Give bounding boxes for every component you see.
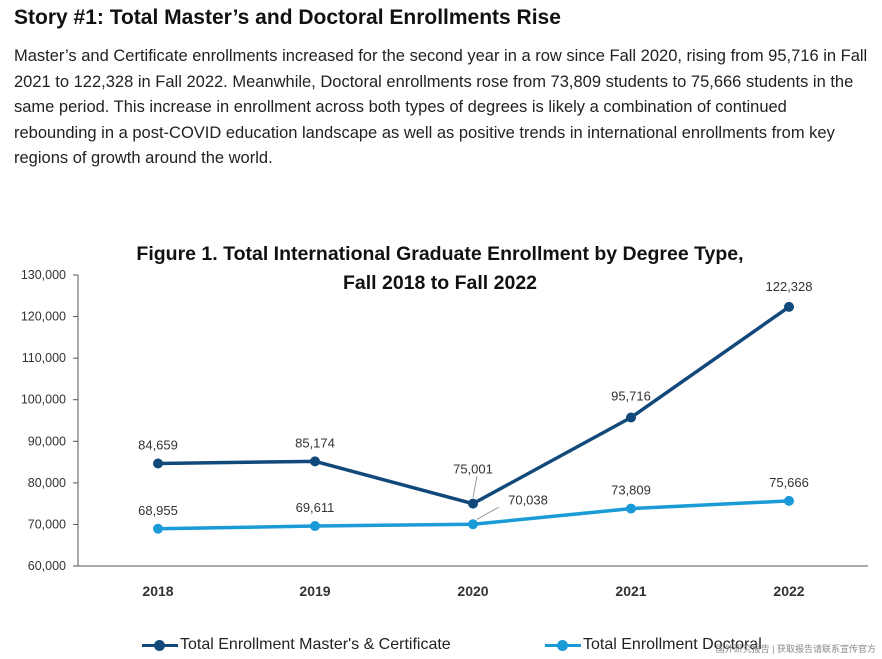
data-point [468, 519, 478, 530]
y-tick-label: 80,000 [28, 476, 66, 490]
data-label: 85,174 [295, 435, 335, 450]
data-point [310, 521, 320, 532]
y-tick-label: 70,000 [28, 517, 66, 531]
x-tick-label: 2021 [615, 583, 646, 599]
data-point [468, 498, 478, 509]
watermark: 国外研究报告 | 获取报告请联系宣传官方 [715, 644, 876, 654]
legend-marker-doctoral [557, 640, 568, 651]
data-point [153, 458, 163, 469]
y-tick-label: 120,000 [21, 310, 66, 324]
legend-item-masters: Total Enrollment Master's & Certificate [142, 632, 451, 658]
story-title: Story #1: Total Master’s and Doctoral En… [14, 6, 561, 29]
data-label: 95,716 [611, 389, 651, 404]
legend-swatch-doctoral [545, 632, 581, 658]
data-point [784, 301, 794, 312]
chart-title: Figure 1. Total International Graduate E… [100, 240, 780, 298]
leader-line-masters-2020 [472, 475, 478, 498]
chart-title-line-1: Figure 1. Total International Graduate E… [136, 243, 744, 265]
legend-marker-masters [154, 640, 165, 651]
leader-line-doctoral-2020 [476, 506, 500, 520]
legend-swatch-masters [142, 632, 178, 658]
y-tick-label: 110,000 [22, 351, 66, 365]
y-tick-label: 90,000 [28, 434, 66, 448]
legend-item-doctoral: Total Enrollment Doctoral [545, 632, 762, 658]
data-label: 84,659 [138, 437, 178, 452]
data-label: 75,666 [769, 475, 809, 490]
data-point [626, 412, 636, 423]
data-point [310, 456, 320, 467]
y-tick-label: 130,000 [21, 268, 66, 282]
data-label: 69,611 [296, 500, 335, 515]
data-label: 73,809 [611, 483, 651, 498]
data-point [626, 503, 636, 514]
data-point [153, 523, 163, 534]
x-tick-label: 2022 [773, 583, 804, 599]
data-point [784, 495, 794, 506]
x-tick-label: 2019 [299, 583, 330, 599]
chart-legend: Total Enrollment Master's & Certificate … [0, 632, 882, 658]
data-label: 70,038 [508, 492, 548, 507]
x-tick-label: 2020 [457, 583, 488, 599]
y-tick-label: 60,000 [28, 559, 66, 573]
data-label: 75,001 [453, 462, 493, 477]
data-label: 122,328 [766, 279, 813, 294]
chart-title-line-2: Fall 2018 to Fall 2022 [342, 272, 538, 294]
legend-label-doctoral: Total Enrollment Doctoral [583, 636, 762, 653]
story-body: Master’s and Certificate enrollments inc… [14, 47, 868, 167]
y-tick-label: 100,000 [21, 393, 66, 407]
legend-label-masters: Total Enrollment Master's & Certificate [180, 636, 451, 653]
data-label: 68,955 [138, 503, 178, 518]
x-tick-label: 2018 [142, 583, 173, 599]
